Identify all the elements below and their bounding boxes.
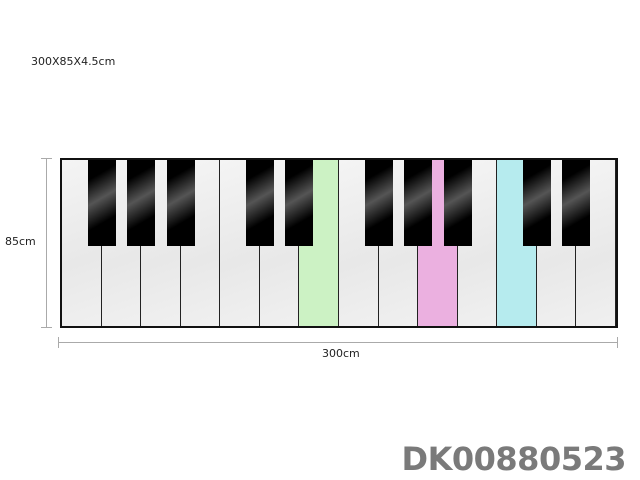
black-key bbox=[364, 160, 393, 246]
black-key bbox=[87, 160, 116, 246]
black-key bbox=[562, 160, 591, 246]
black-key bbox=[127, 160, 156, 246]
black-key bbox=[166, 160, 195, 246]
height-tick-top bbox=[41, 158, 52, 159]
height-label: 85cm bbox=[5, 235, 36, 248]
width-tick-right bbox=[617, 337, 618, 348]
height-dimension-line bbox=[46, 158, 47, 328]
height-tick-bottom bbox=[41, 327, 52, 328]
black-key bbox=[443, 160, 472, 246]
piano-keyboard bbox=[60, 158, 618, 328]
width-tick-left bbox=[58, 337, 59, 348]
black-key bbox=[404, 160, 433, 246]
black-key bbox=[285, 160, 314, 246]
width-label: 300cm bbox=[322, 347, 360, 360]
black-key bbox=[245, 160, 274, 246]
black-key bbox=[522, 160, 551, 246]
size-title: 300X85X4.5cm bbox=[31, 55, 116, 68]
width-dimension-line bbox=[58, 342, 618, 343]
product-code: DK00880523 bbox=[401, 440, 627, 478]
